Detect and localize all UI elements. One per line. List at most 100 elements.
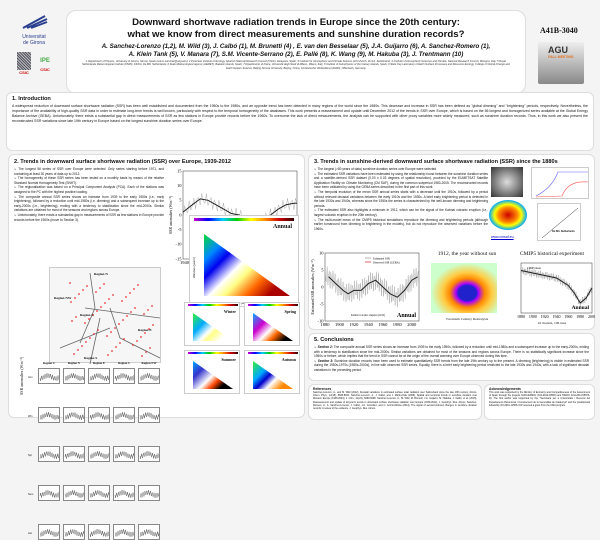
panel-ylabel: SSR anomalies (Wm⁻²) (19, 356, 24, 395)
station-label: De Bilt, Netherlands (552, 230, 575, 233)
bullet: The composite annual SSR series shows an… (14, 195, 164, 213)
station-dot (118, 323, 120, 325)
heatmap-fill (253, 361, 293, 389)
station-dot (149, 347, 151, 349)
panel-line (64, 411, 84, 421)
seasonal-heatmaps: Winter Spring Summer Autumn (184, 302, 302, 416)
refs-text: Sanchez-Lorenzo, A., and M. Wild (2012),… (313, 391, 477, 411)
colorbar (194, 218, 294, 221)
panel-row-label: Spr (28, 454, 33, 457)
panel-line (64, 451, 84, 459)
station-dot (121, 300, 123, 302)
station-dot (103, 283, 105, 285)
seasonal-heatmap-autumn: Autumn (244, 350, 300, 394)
affiliations: 1 Department of Physics, University of G… (82, 60, 510, 70)
station-dot (95, 291, 97, 293)
concl-text: The composite annual SSR series shows an… (314, 345, 590, 359)
title-block: Downward shortwave radiation trends in E… (66, 10, 526, 94)
x-tick-label: 1960 (378, 322, 388, 327)
panel-line (139, 529, 159, 538)
panel-row-label: Sum (28, 493, 34, 496)
regional-panel (88, 485, 110, 501)
x-tick-label: 1940 (180, 260, 190, 265)
x-tick-label: 1920 (349, 322, 359, 327)
regional-panel (113, 407, 135, 423)
sec3-bullets: The longest (>80 years of data) sunshine… (314, 167, 488, 231)
scatter-validation: De Bilt, Netherlands (537, 203, 581, 241)
series-raw-line (324, 266, 420, 308)
panel-line (89, 372, 109, 382)
regional-panels: Region C Region N Region E Region S Region N… (28, 361, 162, 540)
station-dot (104, 302, 106, 304)
station-dot (115, 346, 117, 348)
regional-panel (138, 446, 160, 462)
validation-chart (531, 167, 589, 199)
y-tick-label: -15 (176, 256, 183, 261)
station-dot (134, 307, 136, 309)
station-dot (77, 349, 79, 351)
panel-region-header: Region C (43, 361, 55, 365)
annual-label: Annual (397, 313, 416, 319)
panel-line (64, 490, 84, 498)
agu-logo: AGU FALL MEETING (538, 42, 584, 84)
station-dot (126, 315, 128, 317)
season-label: Spring (284, 309, 296, 314)
regional-panel (138, 407, 160, 423)
station-dot (130, 311, 132, 313)
region-label: Region C (80, 313, 94, 317)
x-tick-label: 1880 (321, 322, 331, 327)
cmsaf-link[interactable]: www.cmsaf.eu (491, 235, 514, 239)
station-dot (125, 296, 127, 298)
regional-panel (88, 407, 110, 423)
panel-line (64, 373, 84, 381)
station-dot (107, 354, 109, 356)
region-label: Region S (84, 356, 98, 360)
panel-line (39, 412, 59, 420)
station-dot (111, 350, 113, 352)
x-tick-label: 1980 (393, 322, 403, 327)
title-line-2: what we know from direct measurements an… (127, 29, 465, 40)
station-dot (89, 337, 91, 339)
y-tick-label: 10 (319, 250, 324, 255)
colorbar (248, 352, 298, 354)
station-dot (74, 297, 76, 299)
station-dot (144, 332, 146, 334)
regional-panel (63, 524, 85, 540)
concl-lead: Section 2: (317, 345, 333, 349)
bullet: The homogeneity of these SSR series has … (14, 176, 164, 185)
heatmap-fill (193, 313, 233, 341)
sec3-heading: 3. Trends in sunshine-derived downward s… (314, 159, 558, 165)
x-tick-label: 1880 (517, 314, 525, 319)
station-dot (119, 342, 121, 344)
station-dot (88, 318, 90, 320)
cmip-title: CMIP5 historical experiment (519, 251, 585, 257)
panel-line (64, 528, 84, 538)
satellite-map (489, 200, 527, 230)
bullet: The estimated SSR also highlights a mini… (314, 208, 488, 217)
colorbar (188, 304, 238, 306)
bullet: The estimated SSR variations have been e… (314, 172, 488, 190)
heatmap-fill (193, 361, 233, 389)
regional-panel (88, 524, 110, 540)
season-label: Winter (223, 309, 236, 314)
x-tick-label: 2000 (588, 314, 595, 319)
csic-logo: CSIC (15, 52, 33, 80)
station-dot (106, 335, 108, 337)
heatmap-fill (253, 313, 293, 341)
heatmap-fill (204, 234, 290, 296)
regional-panel (63, 446, 85, 462)
poster-code: A41B-3040 (540, 26, 578, 35)
authors-line-2: A. Klein Tank (5), V. Manara (7), S.M. V… (128, 51, 464, 58)
x-tick-label: 1940 (553, 314, 561, 319)
y-tick-label: 10 (177, 183, 182, 188)
station-dot (151, 305, 153, 307)
station-dot (140, 336, 142, 338)
y-tick-label: -5 (178, 227, 182, 232)
station-dot (75, 316, 77, 318)
colorbar (188, 352, 238, 354)
bullet: The temporal evolution of the mean SSR a… (314, 190, 488, 208)
station-dot (136, 340, 138, 342)
panel-line (89, 489, 109, 499)
intro-heading: 1. Introduction (12, 96, 51, 102)
volcano-annotation: Katmai volcanic eruption (1912) (351, 314, 385, 317)
